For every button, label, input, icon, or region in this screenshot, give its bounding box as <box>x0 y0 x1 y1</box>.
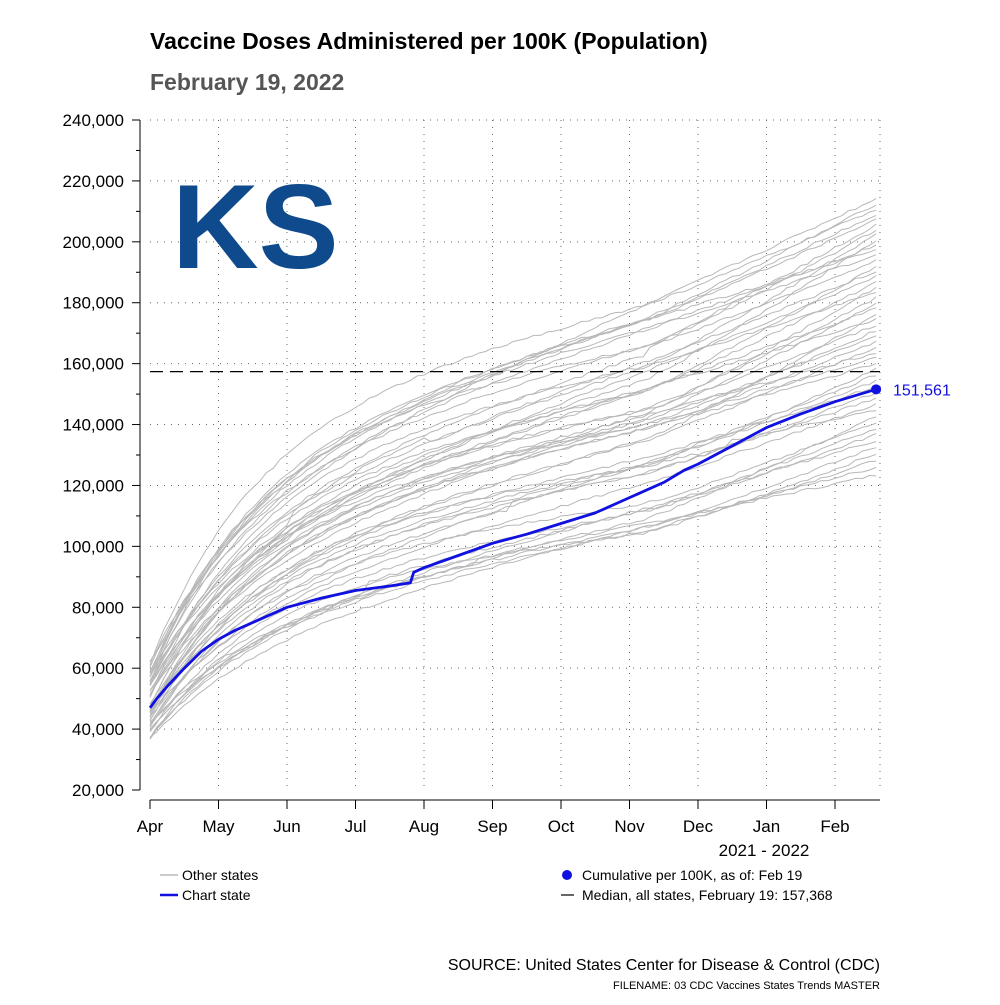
y-tick-labels: 20,000 40,000 60,000 80,000 100,000 120,000 14… <box>63 111 124 800</box>
chart-subtitle: February 19, 2022 <box>150 69 344 95</box>
other-state-line <box>149 240 877 677</box>
y-tick-label: 180,000 <box>63 294 124 313</box>
filename-note: FILENAME: 03 CDC Vaccines States Trends … <box>613 980 880 992</box>
x-tick-label: Jun <box>273 817 300 836</box>
other-state-line <box>149 249 877 674</box>
other-state-line <box>149 460 877 740</box>
other-state-line <box>149 432 877 733</box>
source-note: SOURCE: United States Center for Disease… <box>448 957 880 974</box>
x-tick-label: Apr <box>137 817 164 836</box>
y-tick-label: 220,000 <box>63 172 124 191</box>
grid-lines <box>150 119 881 790</box>
legend-other-states-label: Other states <box>182 867 258 883</box>
other-state-line <box>149 223 877 662</box>
other-state-line <box>149 386 877 721</box>
y-tick-label: 80,000 <box>72 598 124 617</box>
other-state-line <box>149 296 877 698</box>
other-state-line <box>149 379 877 711</box>
x-tick-label: Aug <box>409 817 439 836</box>
end-point-label: 151,561 <box>893 382 951 399</box>
other-state-line <box>149 441 877 732</box>
other-state-line <box>149 375 877 717</box>
other-state-line <box>149 314 877 705</box>
y-tick-label: 100,000 <box>63 537 124 556</box>
other-state-line <box>149 416 877 730</box>
x-tick-label: Sep <box>477 817 507 836</box>
y-tick-label: 20,000 <box>72 781 124 800</box>
state-label: KS <box>172 160 339 294</box>
other-state-line <box>149 466 877 738</box>
y-tick-label: 40,000 <box>72 720 124 739</box>
chart-state-line <box>148 387 877 709</box>
other-state-line <box>149 397 877 714</box>
other-state-line <box>149 318 877 707</box>
legend-chart-state-label: Chart state <box>182 887 251 903</box>
legend-median-label: Median, all states, February 19: 157,368 <box>582 887 833 903</box>
y-tick-label: 140,000 <box>63 416 124 435</box>
other-state-line <box>149 214 877 672</box>
other-state-line <box>149 198 877 663</box>
y-tick-label: 240,000 <box>63 111 124 130</box>
other-state-line <box>149 422 877 725</box>
other-state-line <box>149 353 877 711</box>
legend-cumulative-marker <box>562 870 572 880</box>
x-tick-label: Jan <box>753 817 780 836</box>
x-tick-label: Oct <box>548 817 575 836</box>
other-state-line <box>149 346 877 714</box>
y-tick-label: 160,000 <box>63 355 124 374</box>
other-state-line <box>149 209 877 666</box>
other-state-line <box>149 403 877 716</box>
other-state-line <box>149 286 877 691</box>
x-tick-label: Jul <box>345 817 367 836</box>
other-state-line <box>149 307 877 687</box>
x-tick-labels: Apr May Jun Jul Aug Sep Oct Nov Dec Jan Feb <box>137 817 850 836</box>
other-state-line <box>149 233 877 672</box>
other-state-line <box>149 302 877 695</box>
other-state-line <box>149 428 877 727</box>
other-state-line <box>149 410 877 727</box>
other-state-line <box>149 340 877 713</box>
y-tick-label: 120,000 <box>63 476 124 495</box>
x-axis-label: 2021 - 2022 <box>719 841 810 860</box>
legend: Other states Chart state Cumulative per … <box>160 867 833 903</box>
end-point-marker <box>871 384 882 395</box>
other-state-line <box>149 331 877 692</box>
axes <box>132 119 880 809</box>
other-state-line <box>149 275 877 685</box>
other-state-line <box>149 265 877 684</box>
other-state-line <box>149 254 877 678</box>
other-state-line <box>149 453 877 739</box>
legend-cumulative-label: Cumulative per 100K, as of: Feb 19 <box>582 867 802 883</box>
other-state-line <box>149 271 877 685</box>
other-state-line <box>149 230 877 677</box>
y-tick-label: 60,000 <box>72 659 124 678</box>
x-tick-label: Feb <box>820 817 849 836</box>
other-state-line <box>149 393 877 728</box>
other-state-line <box>149 204 877 668</box>
other-state-line <box>149 447 877 723</box>
x-tick-label: May <box>202 817 235 836</box>
chart-title: Vaccine Doses Administered per 100K (Pop… <box>150 28 708 54</box>
x-tick-label: Dec <box>683 817 714 836</box>
other-state-line <box>149 367 877 721</box>
x-tick-label: Nov <box>614 817 645 836</box>
y-tick-label: 200,000 <box>63 233 124 252</box>
other-states-lines <box>149 198 877 740</box>
